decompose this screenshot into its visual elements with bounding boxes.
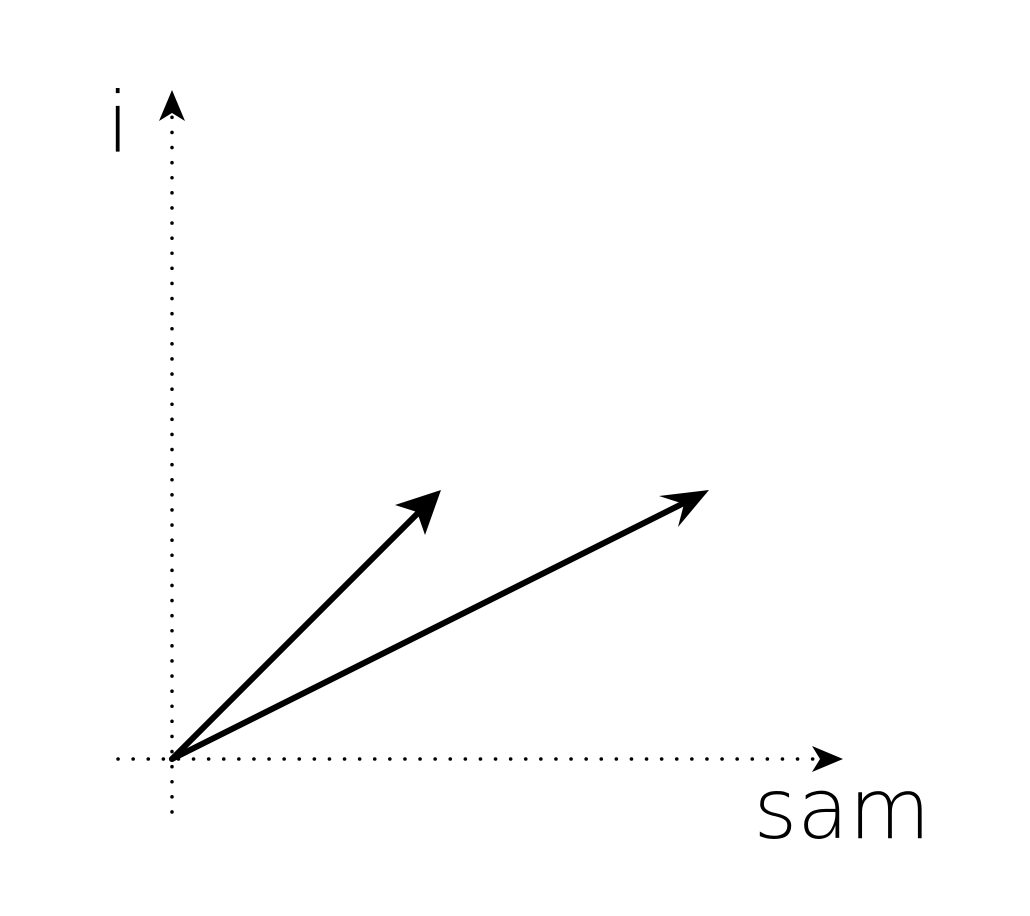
y-axis-arrowhead (159, 90, 185, 121)
vector-steep-shaft (169, 501, 430, 762)
x-axis-arrowhead (812, 746, 843, 772)
vector-shallow-arrowhead (659, 490, 709, 527)
vector-steep-arrowhead (395, 490, 441, 535)
vector-steep (169, 490, 441, 762)
vector-shallow-shaft (169, 497, 693, 762)
y-axis-label: i (106, 74, 129, 172)
x-axis-label: sam (753, 760, 930, 858)
vector-shallow (169, 490, 709, 762)
